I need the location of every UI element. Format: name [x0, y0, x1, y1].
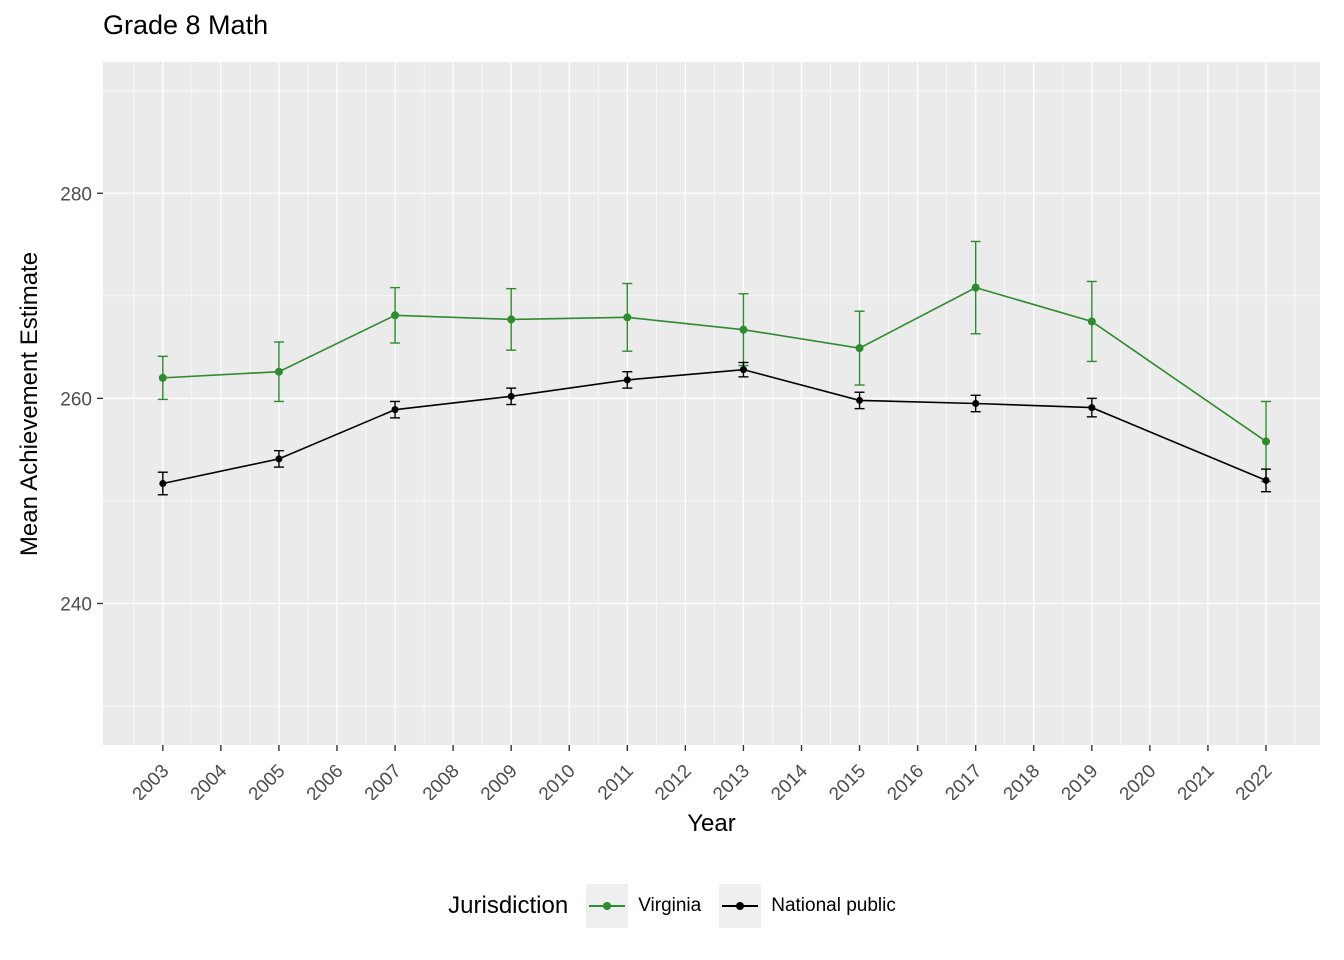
svg-text:2009: 2009 — [477, 761, 522, 800]
svg-text:2008: 2008 — [419, 761, 464, 800]
svg-text:2020: 2020 — [1116, 761, 1161, 800]
plot-panel: 2003 2004 2005 2006 2007 2008 2009 2010 2011 2012… — [60, 62, 1320, 800]
svg-text:2022: 2022 — [1232, 761, 1277, 800]
svg-text:2006: 2006 — [303, 761, 348, 800]
svg-text:2010: 2010 — [535, 761, 580, 800]
svg-text:2016: 2016 — [883, 761, 928, 800]
svg-text:2021: 2021 — [1174, 761, 1219, 800]
svg-text:2015: 2015 — [825, 761, 870, 800]
svg-text:2014: 2014 — [767, 760, 812, 800]
x-axis-title: Year — [687, 810, 736, 837]
svg-text:2012: 2012 — [651, 761, 696, 800]
legend-label-national-public: National public — [771, 895, 896, 916]
legend: Jurisdiction Virginia National public — [0, 884, 1344, 928]
x-tick-labels: 2003 2004 2005 2006 2007 2008 2009 2010 2011 2012… — [129, 760, 1277, 800]
legend-label-virginia: Virginia — [638, 895, 702, 916]
minor-gridlines — [103, 62, 1320, 745]
legend-key-virginia — [586, 884, 629, 928]
svg-text:2004: 2004 — [187, 760, 232, 800]
legend-entry-virginia: Virginia — [586, 884, 701, 928]
svg-text:260: 260 — [60, 389, 92, 410]
series-national-public — [157, 361, 1272, 496]
svg-text:2013: 2013 — [709, 761, 754, 800]
y-axis-title: Mean Achievement Estimate — [16, 251, 43, 557]
svg-text:2017: 2017 — [941, 761, 986, 800]
axis-ticks — [97, 192, 1267, 751]
y-tick-labels: 240 260 280 — [60, 184, 92, 615]
panel-background — [103, 62, 1320, 745]
svg-text:2007: 2007 — [361, 761, 406, 800]
svg-text:2003: 2003 — [129, 761, 174, 800]
chart-title: Grade 8 Math — [103, 10, 269, 40]
svg-text:2018: 2018 — [1000, 761, 1045, 800]
legend-point-icon — [603, 902, 612, 910]
svg-text:2019: 2019 — [1058, 761, 1103, 800]
legend-entry-national-public: National public — [719, 884, 896, 928]
legend-point-icon — [736, 902, 745, 910]
legend-key-national-public — [719, 884, 762, 928]
svg-text:2005: 2005 — [245, 761, 290, 800]
svg-text:280: 280 — [60, 184, 92, 205]
svg-text:2011: 2011 — [594, 761, 638, 800]
legend-title: Jurisdiction — [448, 892, 569, 919]
svg-text:240: 240 — [60, 594, 92, 615]
